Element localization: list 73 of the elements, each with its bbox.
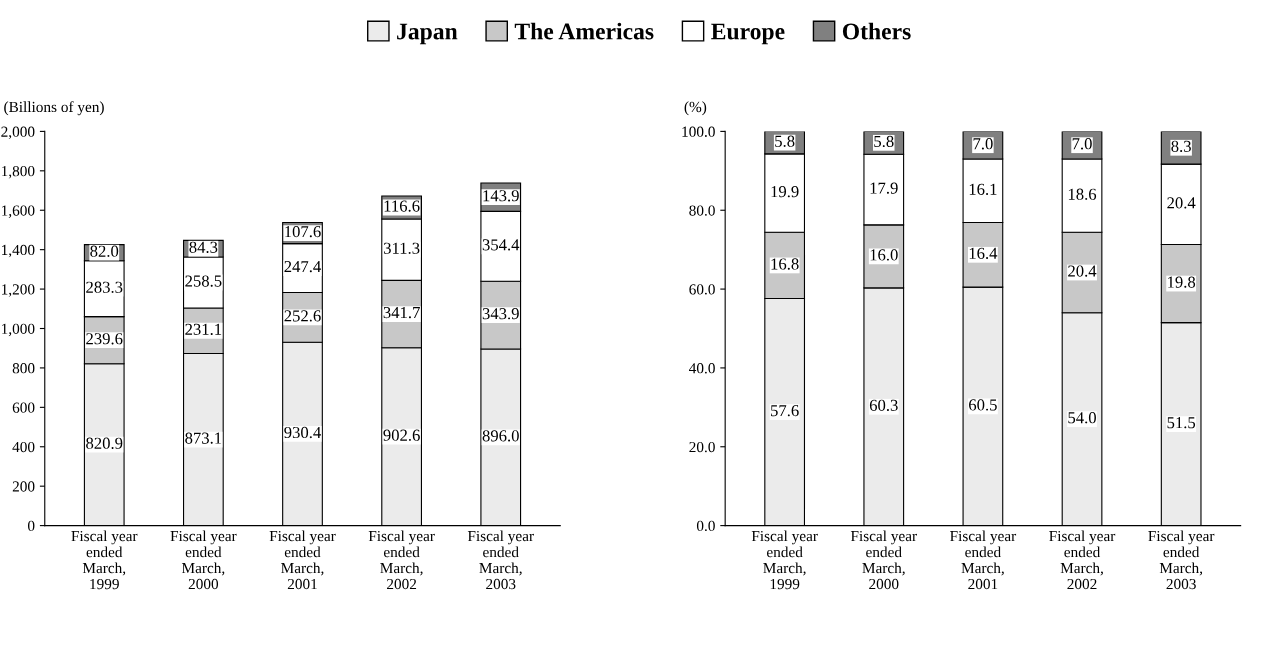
legend-label: Others	[842, 22, 911, 40]
data-label: 311.3	[383, 242, 420, 254]
y-tick-label: 60.0	[689, 284, 715, 295]
y-tick-label: 0	[27, 520, 35, 532]
x-tick-label: Fiscal year ended March, 1999	[71, 530, 138, 590]
y-tick-label: 0.0	[696, 520, 715, 532]
data-label: 231.1	[185, 323, 222, 335]
x-tick-label: Fiscal year ended March, 2000	[170, 530, 237, 590]
data-label: 60.3	[869, 399, 898, 411]
data-label: 252.6	[284, 310, 321, 322]
data-label: 247.4	[284, 261, 321, 273]
data-label: 19.8	[1168, 276, 1196, 288]
y-tick-label: 1,800	[2, 165, 35, 179]
y-tick-label: 20.0	[689, 441, 715, 453]
data-label: 16.4	[969, 247, 998, 260]
data-label: 902.6	[383, 429, 420, 441]
data-label: 896.0	[482, 430, 519, 442]
data-label: 7.0	[1072, 138, 1092, 150]
x-tick-label: Fiscal year ended March, 1999	[751, 530, 818, 590]
legend-label: The Americas	[514, 22, 654, 40]
data-label: 84.3	[189, 241, 218, 253]
data-label: 239.6	[86, 333, 123, 345]
data-label: 873.1	[185, 432, 222, 444]
data-label: 5.8	[874, 135, 894, 148]
data-label: 116.6	[384, 200, 420, 212]
data-label: 17.9	[870, 182, 898, 194]
data-label: 51.5	[1167, 417, 1196, 429]
data-label: 7.0	[973, 138, 993, 150]
y-tick-label: 1,200	[2, 284, 35, 297]
y-tick-label: 600	[12, 402, 35, 413]
y-tick-label: 1,400	[2, 244, 35, 258]
data-label: 60.5	[969, 399, 997, 411]
y-tick-label: 40.0	[689, 363, 715, 374]
y-tick-label: 200	[12, 481, 35, 492]
data-label: 20.4	[1068, 265, 1097, 277]
data-label: 18.6	[1068, 188, 1097, 200]
x-tick-label: Fiscal year ended March, 2000	[850, 530, 917, 590]
data-label: 16.1	[969, 183, 997, 195]
data-label: 930.4	[284, 426, 321, 439]
x-tick-label: Fiscal year ended March, 2003	[467, 530, 534, 590]
y-tick-label: 80.0	[689, 205, 715, 216]
data-label: 343.9	[482, 308, 519, 320]
x-tick-label: Fiscal year ended March, 2001	[950, 530, 1017, 590]
data-label: 54.0	[1068, 412, 1096, 424]
y-axis-title: (Billions of yen)	[4, 101, 104, 116]
data-label: 341.7	[383, 306, 420, 319]
data-label: 16.0	[870, 249, 898, 261]
x-tick-label: Fiscal year ended March, 2002	[1049, 530, 1116, 590]
data-label: 820.9	[86, 437, 123, 449]
legend-label: Europe	[711, 23, 785, 45]
y-tick-label: 100.0	[682, 126, 715, 137]
data-label: 20.4	[1167, 197, 1196, 209]
data-label: 107.6	[285, 225, 321, 238]
y-tick-label: 2,000	[1, 126, 35, 140]
x-tick-label: Fiscal year ended March, 2003	[1148, 530, 1215, 590]
data-label: 82.0	[90, 245, 119, 257]
x-tick-label: Fiscal year ended March, 2002	[368, 530, 435, 590]
legend-label: Japan	[397, 23, 458, 45]
data-label: 283.3	[86, 281, 123, 293]
data-label: 5.8	[775, 135, 795, 147]
y-tick-label: 1,600	[2, 205, 35, 218]
y-tick-label: 400	[12, 441, 35, 453]
y-axis-title: (%)	[684, 101, 707, 116]
data-label: 8.3	[1171, 140, 1191, 152]
data-label: 16.8	[771, 258, 799, 270]
data-label: 19.9	[771, 186, 799, 198]
data-label: 354.4	[482, 239, 520, 251]
data-label: 143.9	[483, 190, 519, 202]
x-tick-label: Fiscal year ended March, 2001	[269, 530, 336, 590]
y-tick-label: 1,000	[2, 323, 35, 337]
data-label: 57.6	[771, 405, 799, 417]
y-tick-label: 800	[12, 363, 35, 374]
data-label: 258.5	[185, 275, 222, 287]
